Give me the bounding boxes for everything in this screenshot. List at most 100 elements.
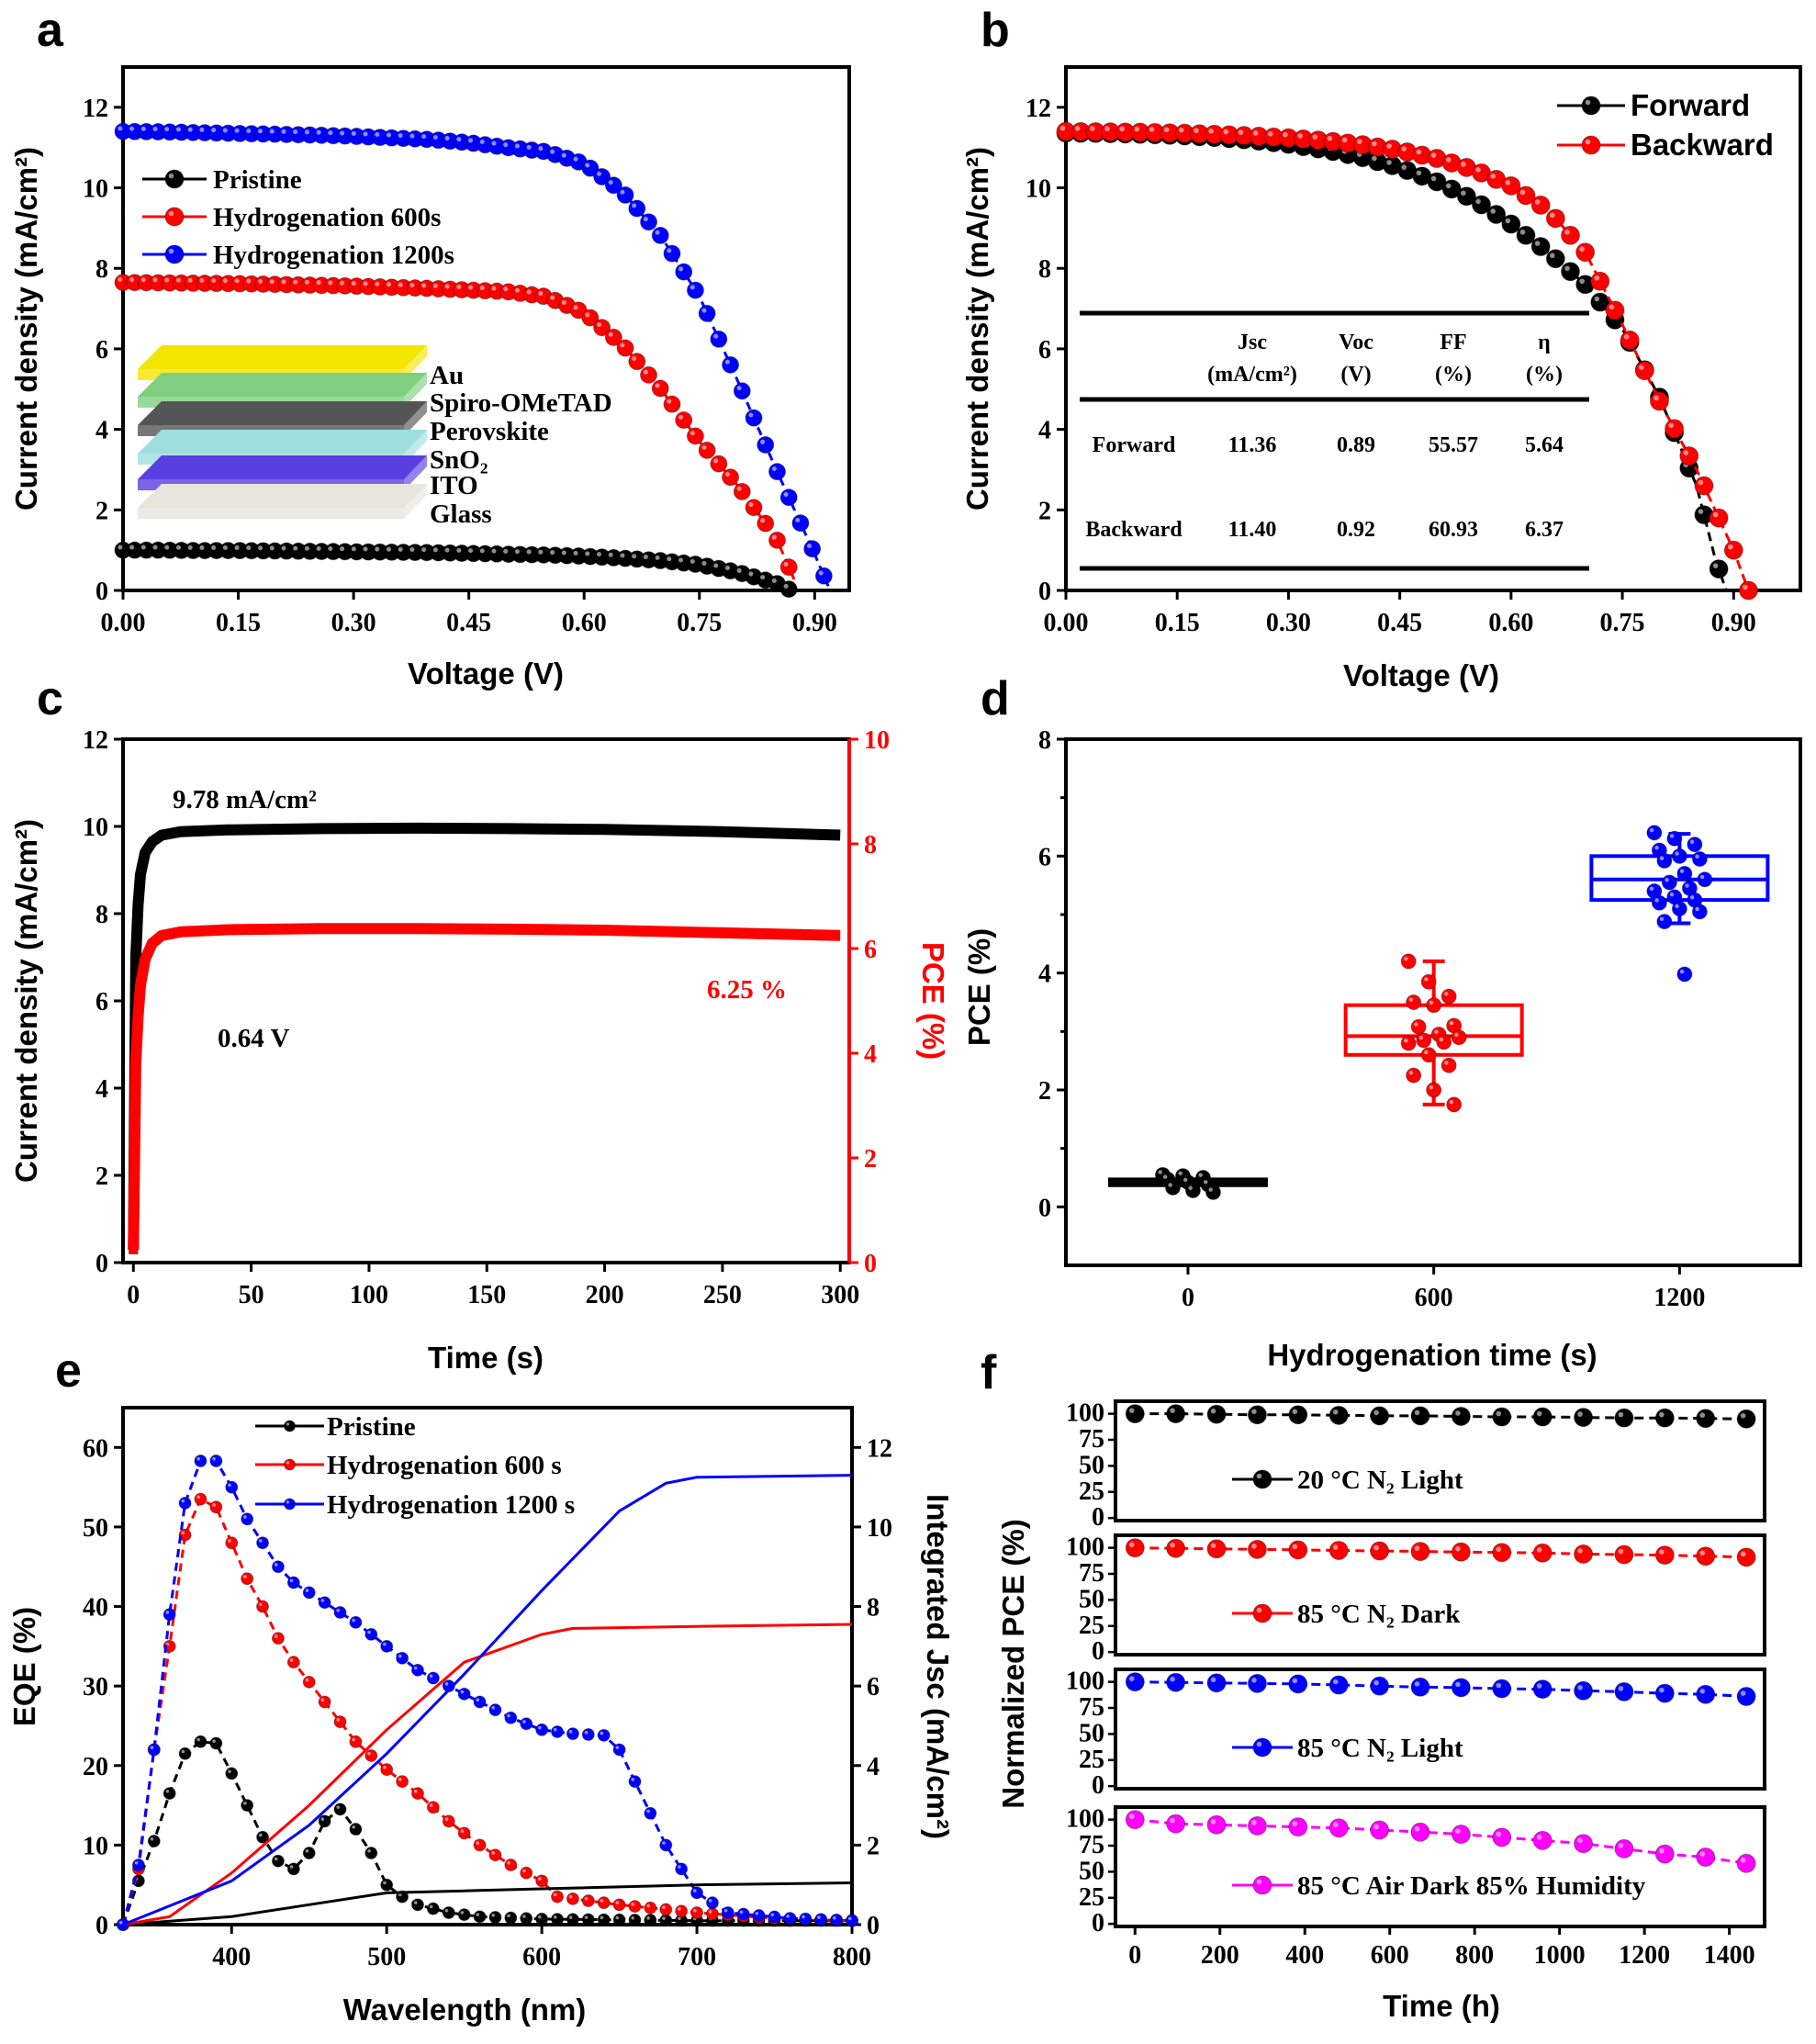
data-point [1446, 1096, 1463, 1113]
marker-highlight [1170, 1408, 1175, 1413]
data-marker [616, 339, 634, 357]
marker-highlight [646, 1809, 650, 1814]
marker-highlight [1162, 1174, 1168, 1179]
marker-highlight [421, 283, 427, 288]
marker-highlight [1654, 898, 1659, 903]
marker-highlight [1699, 1851, 1706, 1857]
y2-tick-label: 8 [867, 1594, 880, 1623]
marker-highlight [1594, 296, 1600, 302]
marker-highlight [140, 277, 146, 283]
data-point [1656, 914, 1673, 930]
data-marker [225, 1536, 239, 1550]
marker-highlight [1536, 1547, 1542, 1553]
marker-highlight [1414, 1681, 1420, 1687]
data-marker [690, 1886, 704, 1900]
marker-highlight [1445, 183, 1452, 189]
data-marker [779, 580, 798, 599]
marker-highlight [692, 1889, 697, 1892]
marker-highlight [1252, 130, 1259, 136]
data-marker [271, 1854, 285, 1868]
data-marker [442, 1906, 455, 1920]
data-point [1651, 894, 1667, 911]
x-axis-label: Wavelength (nm) [343, 1993, 587, 2027]
marker-highlight [1444, 992, 1449, 996]
data-marker [457, 1908, 471, 1922]
data-marker [271, 1632, 285, 1645]
marker-highlight [476, 1913, 480, 1916]
data-marker [1206, 1539, 1227, 1559]
marker-highlight [476, 1841, 480, 1845]
marker-highlight [129, 126, 135, 131]
data-point [1646, 825, 1663, 841]
data-marker [1410, 1406, 1430, 1426]
data-point [1661, 874, 1677, 891]
marker-highlight [538, 549, 544, 555]
data-marker [1560, 262, 1580, 282]
marker-highlight [553, 1892, 557, 1897]
data-marker [410, 1663, 424, 1677]
series-line [1135, 1546, 1747, 1559]
x-tick-label: 0.30 [1266, 609, 1311, 637]
data-marker [286, 1576, 300, 1589]
marker-highlight [783, 561, 789, 567]
y-tick-label: 4 [95, 417, 108, 445]
marker-highlight [150, 1836, 154, 1841]
marker-highlight [584, 1896, 589, 1901]
x-axis-label: Hydrogenation time (s) [1267, 1338, 1597, 1372]
data-marker [457, 1687, 471, 1701]
marker-highlight [1163, 127, 1170, 133]
data-marker [1410, 1677, 1430, 1697]
y-axis-label: Current density (mA/cm²) [9, 819, 43, 1183]
data-marker [520, 1912, 533, 1926]
marker-highlight [615, 1915, 620, 1920]
data-marker [551, 1890, 565, 1904]
data-marker [426, 1671, 440, 1685]
data-marker [1574, 1834, 1594, 1854]
table-cell: 11.40 [1228, 518, 1277, 542]
marker-highlight [526, 549, 532, 555]
marker-highlight [1659, 1687, 1665, 1693]
marker-highlight [269, 279, 275, 285]
marker-highlight [444, 1682, 449, 1686]
marker-highlight [1373, 1544, 1379, 1551]
marker-highlight [274, 1563, 278, 1567]
marker-highlight [320, 1817, 325, 1821]
marker-highlight [723, 1908, 728, 1913]
marker-highlight [386, 282, 391, 287]
marker-highlight [274, 1857, 278, 1861]
marker-highlight [386, 546, 391, 552]
marker-highlight [786, 1914, 790, 1918]
marker-highlight [1534, 241, 1541, 246]
marker-highlight [1251, 1409, 1257, 1415]
x-axis-label: Time (h) [1383, 1989, 1500, 2023]
y-tick-label: 25 [1079, 1477, 1104, 1506]
data-marker [1738, 580, 1758, 601]
marker-highlight [1203, 1180, 1208, 1185]
marker-highlight [199, 277, 205, 283]
x-tick-label: 1400 [1704, 1941, 1755, 1970]
marker-highlight [755, 1911, 759, 1915]
marker-highlight [152, 545, 158, 550]
series-line [1135, 1818, 1747, 1865]
marker-highlight [631, 1777, 635, 1781]
x-tick-label: 0 [1182, 1284, 1194, 1312]
y-tick-label: 2 [95, 1162, 108, 1191]
data-marker [163, 1608, 176, 1622]
marker-highlight [222, 128, 228, 133]
marker-highlight [351, 546, 356, 552]
data-marker [333, 1606, 347, 1620]
marker-highlight [646, 1916, 650, 1920]
data-marker [1125, 1810, 1145, 1830]
marker-highlight [713, 333, 719, 339]
marker-highlight [1618, 1411, 1624, 1418]
panel-letter-f: f [981, 1346, 997, 1399]
data-marker [302, 1586, 316, 1600]
marker-highlight [243, 1575, 247, 1578]
marker-highlight [1418, 1035, 1424, 1040]
marker-highlight [736, 567, 742, 573]
marker-highlight [655, 383, 660, 388]
marker-highlight [336, 1718, 341, 1722]
panel-letter-b: b [981, 4, 1010, 57]
data-marker [380, 1763, 394, 1777]
data-marker [133, 900, 143, 910]
